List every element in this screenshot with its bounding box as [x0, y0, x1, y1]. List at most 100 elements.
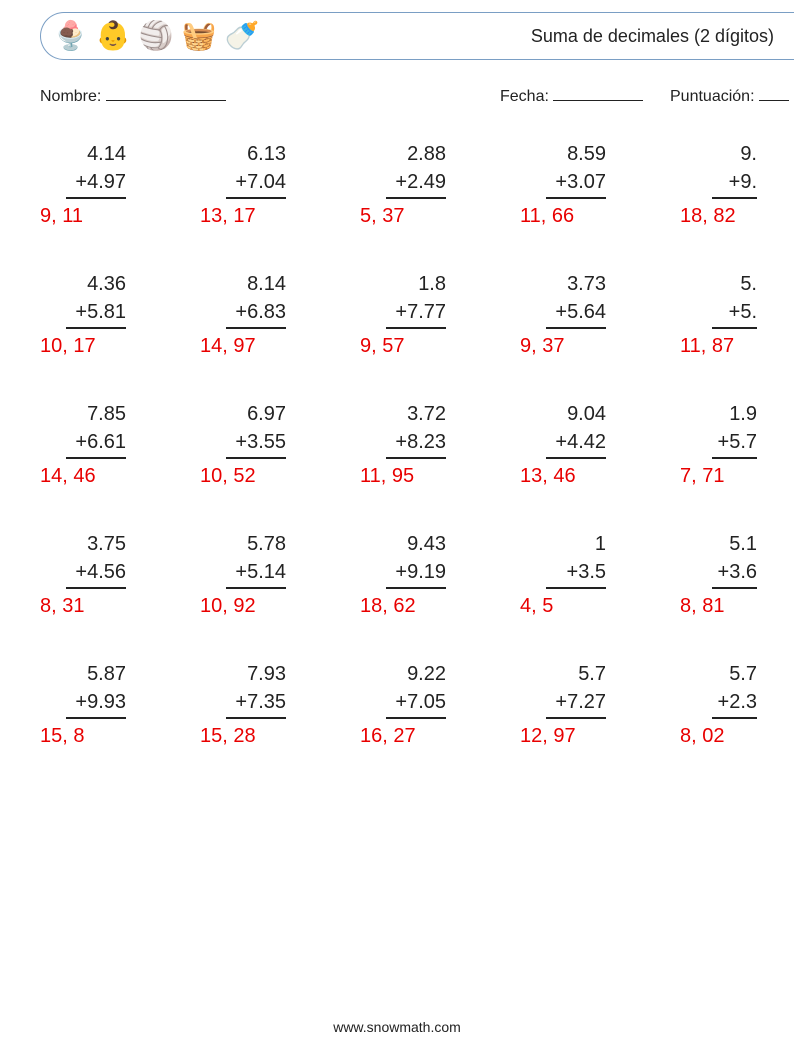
bottom-number: +6.83 — [226, 298, 286, 329]
score-label: Puntuación: — [670, 88, 755, 105]
problem-cell: 6.13+7.04 13, 17 — [200, 140, 360, 270]
top-number: 5.1 — [712, 530, 757, 558]
problem-cell: 5.7+7.27 12, 97 — [520, 660, 680, 790]
addition-block: 9.43+9.19 — [386, 530, 446, 589]
bottom-number: +3.07 — [546, 168, 606, 199]
problem-cell: 5.7+2.3 8, 02 — [680, 660, 794, 790]
problem-cell: 9.22+7.0516, 27 — [360, 660, 520, 790]
bottom-number: +5.64 — [546, 298, 606, 329]
problem-cell: 3.75+4.568, 31 — [40, 530, 200, 660]
answer: 12, 97 — [520, 725, 680, 748]
problem-cell: 1+3.54, 5 — [520, 530, 680, 660]
answer: 13, 46 — [520, 465, 680, 488]
meta-row: Nombre: Fecha: Puntuación: — [40, 88, 794, 106]
problem-cell: 9.43+9.1918, 62 — [360, 530, 520, 660]
addition-block: 6.97+3.55 — [226, 400, 286, 459]
bottom-number: +4.97 — [66, 168, 126, 199]
bottom-number: +3.5 — [546, 558, 606, 589]
bottom-number: +7.35 — [226, 688, 286, 719]
top-number: 3.75 — [66, 530, 126, 558]
problem-cell: 1.9+5.77, 71 — [680, 400, 794, 530]
top-number: 9.22 — [386, 660, 446, 688]
addition-block: 4.36+5.81 — [66, 270, 126, 329]
bottom-number: +9.93 — [66, 688, 126, 719]
top-number: 6.97 — [226, 400, 286, 428]
addition-block: 5.7+2.3 — [712, 660, 757, 719]
problem-cell: 2.88+2.49 5, 37 — [360, 140, 520, 270]
problem-cell: 5.1+3.68, 81 — [680, 530, 794, 660]
problem-cell: 6.97+3.55 10, 52 — [200, 400, 360, 530]
top-number: 3.72 — [386, 400, 446, 428]
date-field: Fecha: — [500, 88, 670, 106]
score-underline — [759, 100, 789, 101]
addition-block: 3.72+8.23 — [386, 400, 446, 459]
name-underline — [106, 100, 226, 101]
answer: 11, 95 — [360, 465, 520, 488]
addition-block: 5.87+9.93 — [66, 660, 126, 719]
addition-block: 1.9+5.7 — [712, 400, 757, 459]
addition-block: 7.93+7.35 — [226, 660, 286, 719]
top-number: 8.59 — [546, 140, 606, 168]
addition-block: 6.13+7.04 — [226, 140, 286, 199]
answer: 9, 57 — [360, 335, 520, 358]
answer: 10, 52 — [200, 465, 360, 488]
bottom-number: +4.56 — [66, 558, 126, 589]
top-number: 7.85 — [66, 400, 126, 428]
top-number: 5.7 — [546, 660, 606, 688]
top-number: 5.87 — [66, 660, 126, 688]
problem-grid: 4.14+4.97 9, 11 6.13+7.04 13, 17 2.88+2.49 5,… — [40, 140, 794, 790]
top-number: 6.13 — [226, 140, 286, 168]
answer: 5, 37 — [360, 205, 520, 228]
bottom-number: +9.19 — [386, 558, 446, 589]
answer: 8, 02 — [680, 725, 794, 748]
problem-cell: 5.78+5.1410, 92 — [200, 530, 360, 660]
answer: 11, 66 — [520, 205, 680, 228]
addition-block: 2.88+2.49 — [386, 140, 446, 199]
addition-block: 9.04+4.42 — [546, 400, 606, 459]
problem-cell: 9.04+4.42 13, 46 — [520, 400, 680, 530]
answer: 9, 11 — [40, 205, 200, 228]
answer: 9, 37 — [520, 335, 680, 358]
answer: 13, 17 — [200, 205, 360, 228]
addition-block: 3.75+4.56 — [66, 530, 126, 589]
addition-block: 5.1+3.6 — [712, 530, 757, 589]
bottom-number: +8.23 — [386, 428, 446, 459]
problem-cell: 4.14+4.97 9, 11 — [40, 140, 200, 270]
addition-block: 9.22+7.05 — [386, 660, 446, 719]
answer: 4, 5 — [520, 595, 680, 618]
addition-block: 5.78+5.14 — [226, 530, 286, 589]
addition-block: 9.+9. — [712, 140, 757, 199]
top-number: 8.14 — [226, 270, 286, 298]
addition-block: 5.+5. — [712, 270, 757, 329]
answer: 14, 46 — [40, 465, 200, 488]
bottom-number: +7.77 — [386, 298, 446, 329]
addition-block: 7.85+6.61 — [66, 400, 126, 459]
ball-icon: 🏐 — [139, 22, 174, 50]
top-number: 1.8 — [386, 270, 446, 298]
addition-block: 1.8+7.77 — [386, 270, 446, 329]
score-field: Puntuación: — [670, 88, 789, 106]
top-number: 1.9 — [712, 400, 757, 428]
bottom-number: +7.05 — [386, 688, 446, 719]
bottom-number: +3.55 — [226, 428, 286, 459]
problem-cell: 8.59+3.07 11, 66 — [520, 140, 680, 270]
problem-cell: 3.73+5.649, 37 — [520, 270, 680, 400]
header-icons: 🍨 👶 🏐 🧺 🍼 — [53, 22, 259, 50]
problem-cell: 5.+5.11, 87 — [680, 270, 794, 400]
bib-icon: 👶 — [96, 22, 131, 50]
footer: www.snowmath.com — [0, 1019, 794, 1035]
problem-cell: 3.72+8.23 11, 95 — [360, 400, 520, 530]
top-number: 5.78 — [226, 530, 286, 558]
addition-block: 4.14+4.97 — [66, 140, 126, 199]
header-bar: 🍨 👶 🏐 🧺 🍼 Suma de decimales (2 dígitos) — [40, 12, 794, 60]
bottom-number: +6.61 — [66, 428, 126, 459]
addition-block: 8.59+3.07 — [546, 140, 606, 199]
bottom-number: +7.27 — [546, 688, 606, 719]
bottom-number: +2.3 — [712, 688, 757, 719]
top-number: 7.93 — [226, 660, 286, 688]
bottom-number: +5.81 — [66, 298, 126, 329]
name-field: Nombre: — [40, 88, 500, 106]
top-number: 4.14 — [66, 140, 126, 168]
date-label: Fecha: — [500, 88, 549, 105]
answer: 18, 82 — [680, 205, 794, 228]
